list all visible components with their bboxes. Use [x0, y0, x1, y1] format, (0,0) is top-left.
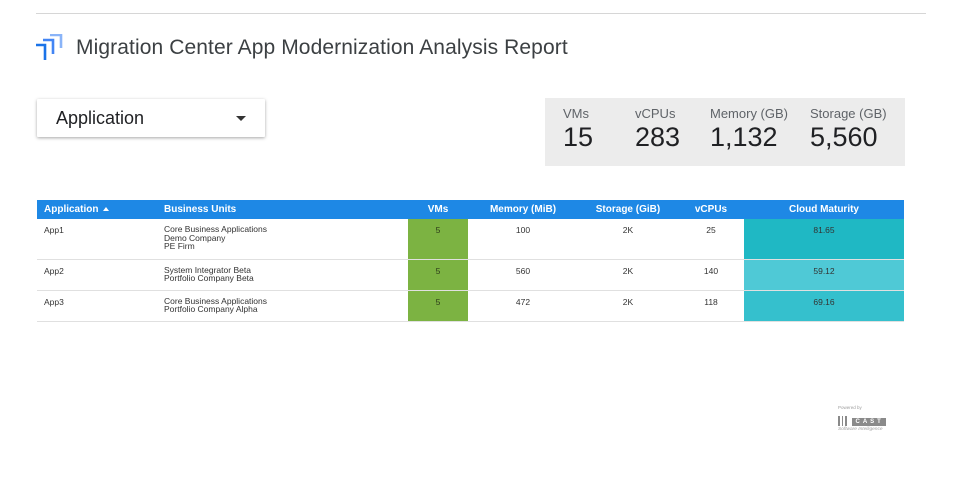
business-unit: PE Firm: [164, 241, 195, 252]
kpi-memory-value: 1,132: [710, 122, 778, 152]
column-header-memory[interactable]: Memory (MiB): [468, 200, 578, 219]
kpi-scorecard-panel: VMs 15 vCPUs 283 Memory (GB) 1,132 Stora…: [545, 98, 905, 166]
cell-memory: 472: [468, 290, 578, 322]
cell-memory: 100: [468, 219, 578, 260]
cell-cloud-maturity: 69.16: [744, 290, 904, 322]
cast-brand: CAST: [838, 413, 886, 431]
business-unit: Core Business Applications: [164, 295, 268, 306]
kpi-storage-label: Storage (GB): [810, 106, 887, 121]
cell-storage: 2K: [578, 219, 678, 260]
cell-vms: 5: [408, 290, 468, 322]
cell-vms: 5: [408, 219, 468, 260]
cell-application: App2: [37, 259, 157, 291]
sort-ascending-icon: [103, 207, 110, 211]
kpi-storage-value: 5,560: [810, 122, 878, 152]
caret-down-icon: [236, 116, 246, 121]
stacked-arrows-logo-icon: [36, 34, 63, 60]
cell-business-units: System Integrator Beta Portfolio Company…: [157, 259, 408, 291]
column-header-business-units[interactable]: Business Units: [157, 200, 408, 219]
kpi-vcpus-value: 283: [635, 122, 681, 152]
application-filter-dropdown[interactable]: Application: [37, 99, 265, 137]
cell-business-units: Core Business Applications Demo Company …: [157, 219, 408, 260]
cell-application: App3: [37, 290, 157, 322]
cell-cloud-maturity: 59.12: [744, 259, 904, 291]
kpi-memory-label: Memory (GB): [710, 106, 788, 121]
table-row: App3 Core Business Applications Portfoli…: [37, 290, 904, 322]
business-unit: Demo Company: [164, 232, 226, 243]
column-header-cloud-maturity[interactable]: Cloud Maturity: [744, 200, 904, 219]
cast-bars-icon: [838, 413, 849, 431]
business-unit: Portfolio Company Alpha: [164, 304, 258, 315]
top-divider: [36, 13, 926, 14]
cell-vcpus: 140: [678, 259, 744, 291]
column-header-vcpus[interactable]: vCPUs: [678, 200, 744, 219]
column-header-vms[interactable]: VMs: [408, 200, 468, 219]
cell-business-units: Core Business Applications Portfolio Com…: [157, 290, 408, 322]
report-title: Migration Center App Modernization Analy…: [76, 36, 568, 59]
cell-storage: 2K: [578, 290, 678, 322]
kpi-vms-value: 15: [563, 122, 594, 152]
column-header-application-label: Application: [44, 204, 99, 215]
column-header-application[interactable]: Application: [37, 200, 157, 219]
cell-vcpus: 118: [678, 290, 744, 322]
kpi-vms: VMs 15: [563, 106, 593, 153]
powered-by-text: Powered by: [838, 405, 862, 410]
cast-wordmark: CAST: [851, 418, 886, 426]
kpi-vcpus: vCPUs 283: [635, 106, 680, 153]
kpi-memory: Memory (GB) 1,132: [710, 106, 788, 153]
business-unit: Core Business Applications: [164, 224, 268, 234]
business-unit: System Integrator Beta: [164, 264, 251, 275]
business-unit: Portfolio Company Beta: [164, 273, 254, 284]
cast-tagline: Software Intelligence: [838, 427, 883, 432]
table-row: App1 Core Business Applications Demo Com…: [37, 219, 904, 260]
column-header-storage[interactable]: Storage (GiB): [578, 200, 678, 219]
application-table: Application Business Units VMs Memory (M…: [37, 200, 904, 322]
cell-memory: 560: [468, 259, 578, 291]
table-header-row: Application Business Units VMs Memory (M…: [37, 200, 904, 219]
cell-vcpus: 25: [678, 219, 744, 260]
table-row: App2 System Integrator Beta Portfolio Co…: [37, 259, 904, 291]
cell-cloud-maturity: 81.65: [744, 219, 904, 260]
kpi-storage: Storage (GB) 5,560: [810, 106, 887, 153]
powered-by-cast-logo: Powered by CAST Software Intelligence: [838, 405, 904, 437]
application-filter-label: Application: [56, 108, 145, 128]
kpi-vms-label: VMs: [563, 106, 589, 121]
kpi-vcpus-label: vCPUs: [635, 106, 676, 121]
cell-storage: 2K: [578, 259, 678, 291]
cell-application: App1: [37, 219, 157, 260]
cell-vms: 5: [408, 259, 468, 291]
